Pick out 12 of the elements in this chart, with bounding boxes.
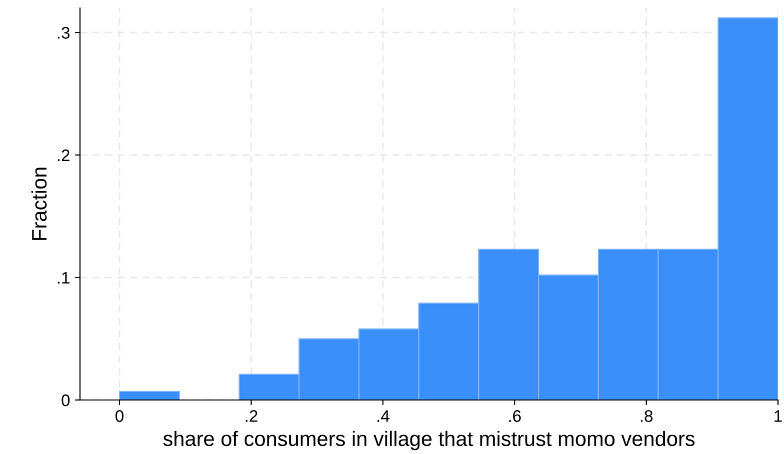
x-tick-label: 0	[116, 410, 124, 422]
x-tick-label: .2	[246, 410, 258, 422]
y-tick-label: .2	[58, 149, 70, 162]
y-tick-label: .3	[58, 26, 70, 39]
x-tick-label: .6	[509, 410, 521, 422]
x-tick-label: .4	[377, 410, 390, 422]
y-tick-label: 0	[62, 394, 70, 406]
x-tick-label: .8	[640, 410, 653, 422]
x-tick-label: 1	[774, 410, 782, 422]
y-tick-label: .1	[58, 272, 70, 284]
y-axis-title: Fraction	[31, 168, 47, 240]
x-axis-title: share of consumers in village that mistrust momo vendors	[163, 430, 695, 450]
